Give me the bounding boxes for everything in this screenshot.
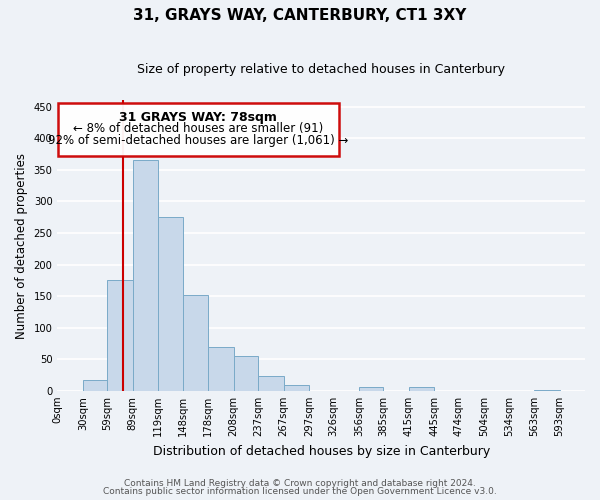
Bar xyxy=(183,295,208,391)
FancyBboxPatch shape xyxy=(58,104,338,156)
Bar xyxy=(258,376,284,391)
Title: Size of property relative to detached houses in Canterbury: Size of property relative to detached ho… xyxy=(137,62,505,76)
Text: 92% of semi-detached houses are larger (1,061) →: 92% of semi-detached houses are larger (… xyxy=(48,134,349,147)
X-axis label: Distribution of detached houses by size in Canterbury: Distribution of detached houses by size … xyxy=(152,444,490,458)
Bar xyxy=(107,280,133,391)
Bar xyxy=(133,160,158,391)
Bar xyxy=(233,356,258,391)
Text: 31, GRAYS WAY, CANTERBURY, CT1 3XY: 31, GRAYS WAY, CANTERBURY, CT1 3XY xyxy=(133,8,467,22)
Text: 31 GRAYS WAY: 78sqm: 31 GRAYS WAY: 78sqm xyxy=(119,111,277,124)
Bar xyxy=(534,390,560,391)
Bar xyxy=(409,386,434,391)
Bar xyxy=(83,380,107,391)
Bar xyxy=(158,217,183,391)
Text: ← 8% of detached houses are smaller (91): ← 8% of detached houses are smaller (91) xyxy=(73,122,323,136)
Text: Contains HM Land Registry data © Crown copyright and database right 2024.: Contains HM Land Registry data © Crown c… xyxy=(124,478,476,488)
Bar xyxy=(359,387,383,391)
Y-axis label: Number of detached properties: Number of detached properties xyxy=(15,152,28,338)
Text: Contains public sector information licensed under the Open Government Licence v3: Contains public sector information licen… xyxy=(103,487,497,496)
Bar xyxy=(208,346,233,391)
Bar xyxy=(284,385,309,391)
